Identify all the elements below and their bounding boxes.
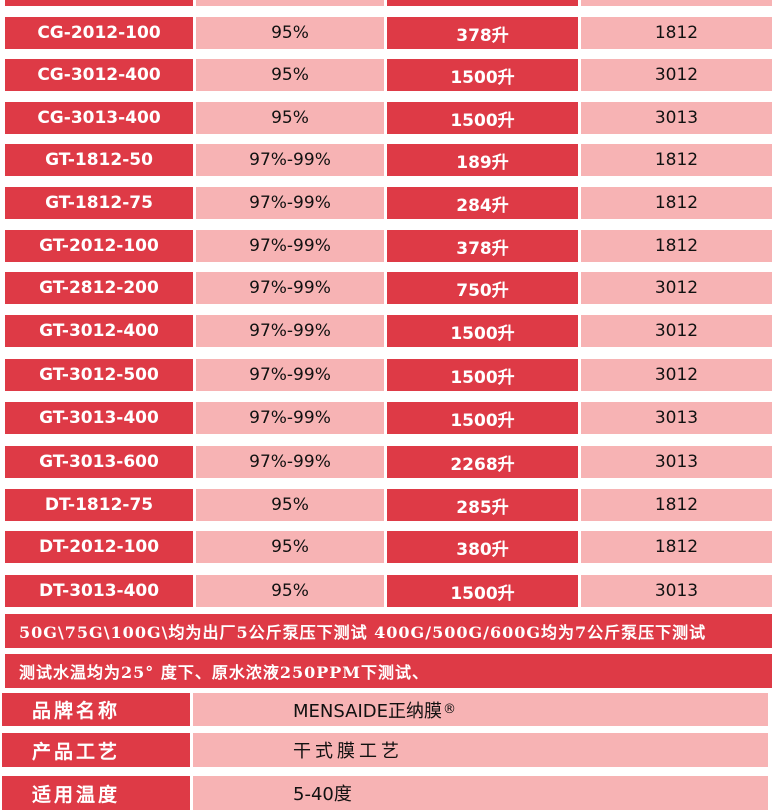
cell-model: GT-2012-100: [5, 230, 193, 262]
cell-model: GT-3012-500: [5, 359, 193, 391]
cell-partial: [5, 0, 193, 6]
cell-flow: 1500升: [387, 315, 578, 347]
cell-model: CG-3012-400: [5, 59, 193, 91]
cell-partial: [387, 0, 578, 6]
spec-value: MENSAIDE正纳膜 ®: [193, 693, 768, 726]
cell-partial: [196, 0, 384, 6]
cell-size: 1812: [581, 230, 772, 262]
spec-label: 产品工艺: [2, 733, 190, 767]
cell-rejection: 95%: [196, 575, 384, 607]
cell-size: 3013: [581, 575, 772, 607]
cell-rejection: 95%: [196, 102, 384, 134]
test-note: 50G\75G\100G\均为出厂5公斤泵压下测试 400G/500G/600G…: [5, 614, 772, 648]
cell-rejection: 97%-99%: [196, 402, 384, 434]
cell-size: 1812: [581, 144, 772, 176]
cell-flow: 1500升: [387, 102, 578, 134]
cell-model: DT-2012-100: [5, 531, 193, 563]
cell-model: GT-2812-200: [5, 272, 193, 304]
cell-model: CG-3013-400: [5, 102, 193, 134]
cell-flow: 284升: [387, 187, 578, 219]
spec-label: 品牌名称: [2, 693, 190, 726]
cell-flow: 285升: [387, 489, 578, 521]
cell-model: DT-1812-75: [5, 489, 193, 521]
cell-rejection: 97%-99%: [196, 315, 384, 347]
cell-model: GT-1812-75: [5, 187, 193, 219]
cell-rejection: 97%-99%: [196, 272, 384, 304]
cell-flow: 189升: [387, 144, 578, 176]
cell-size: 3013: [581, 402, 772, 434]
cell-size: 3012: [581, 59, 772, 91]
spec-value-text: 5-40度: [293, 784, 352, 805]
cell-flow: 1500升: [387, 575, 578, 607]
cell-model: GT-3013-600: [5, 446, 193, 478]
cell-rejection: 95%: [196, 17, 384, 49]
spec-value: 5-40度: [193, 776, 768, 810]
cell-flow: 378升: [387, 17, 578, 49]
registered-mark: ®: [442, 702, 456, 717]
spec-label: 适用温度: [2, 776, 190, 810]
cell-rejection: 95%: [196, 489, 384, 521]
cell-model: GT-1812-50: [5, 144, 193, 176]
cell-size: 1812: [581, 489, 772, 521]
spec-value-text: MENSAIDE正纳膜: [293, 700, 442, 722]
cell-flow: 380升: [387, 531, 578, 563]
cell-model: DT-3013-400: [5, 575, 193, 607]
cell-rejection: 97%-99%: [196, 230, 384, 262]
cell-rejection: 95%: [196, 531, 384, 563]
cell-flow: 1500升: [387, 359, 578, 391]
test-note: 测试水温均为25° 度下、原水浓液250PPM下测试、: [5, 654, 772, 688]
spec-value: 干式膜工艺: [193, 733, 768, 767]
cell-size: 3012: [581, 315, 772, 347]
cell-size: 3013: [581, 102, 772, 134]
cell-rejection: 97%-99%: [196, 144, 384, 176]
cell-model: CG-2012-100: [5, 17, 193, 49]
cell-rejection: 97%-99%: [196, 446, 384, 478]
cell-flow: 750升: [387, 272, 578, 304]
cell-flow: 2268升: [387, 446, 578, 478]
cell-rejection: 95%: [196, 59, 384, 91]
cell-flow: 1500升: [387, 59, 578, 91]
cell-model: GT-3013-400: [5, 402, 193, 434]
cell-size: 3012: [581, 359, 772, 391]
cell-size: 1812: [581, 17, 772, 49]
cell-size: 3013: [581, 446, 772, 478]
spec-value-text: 干式膜工艺: [293, 741, 403, 762]
cell-size: 3012: [581, 272, 772, 304]
cell-flow: 378升: [387, 230, 578, 262]
cell-flow: 1500升: [387, 402, 578, 434]
cell-model: GT-3012-400: [5, 315, 193, 347]
cell-partial: [581, 0, 772, 6]
cell-rejection: 97%-99%: [196, 187, 384, 219]
cell-size: 1812: [581, 187, 772, 219]
cell-size: 1812: [581, 531, 772, 563]
cell-rejection: 97%-99%: [196, 359, 384, 391]
